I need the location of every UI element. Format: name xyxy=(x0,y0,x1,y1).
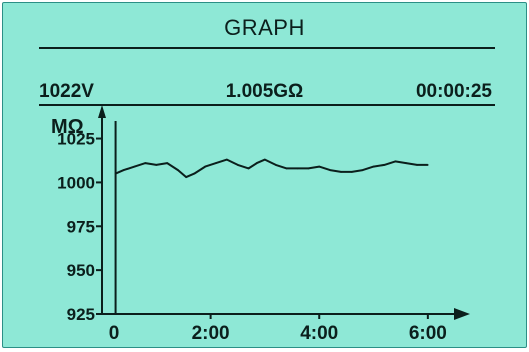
data-point xyxy=(361,169,364,171)
data-point xyxy=(340,171,342,173)
data-point xyxy=(383,164,386,166)
data-point xyxy=(155,164,158,166)
resistance-series-line xyxy=(115,158,428,179)
x-tick-label: 2:00 xyxy=(192,323,230,344)
title-divider xyxy=(39,47,495,49)
x-tick-label: 4:00 xyxy=(300,323,338,344)
status-divider xyxy=(39,104,495,106)
data-point xyxy=(329,169,331,171)
y-axis-label: MΩ xyxy=(51,116,84,138)
data-point xyxy=(177,169,179,171)
data-point xyxy=(122,169,125,171)
data-point xyxy=(372,165,375,168)
x-axis-arrow xyxy=(454,308,470,320)
y-tick-label: 950 xyxy=(67,261,95,280)
y-tick-label: 925 xyxy=(67,305,95,324)
resistance-readout: 1.005GΩ xyxy=(225,81,304,102)
data-point xyxy=(204,165,206,168)
data-point xyxy=(133,165,136,168)
data-point xyxy=(247,167,250,170)
data-point xyxy=(185,176,187,178)
data-point xyxy=(256,162,258,164)
data-point xyxy=(166,162,168,164)
elapsed-time-readout: 00:00:25 xyxy=(415,81,492,102)
data-point xyxy=(427,164,429,166)
x-tick-label: 6:00 xyxy=(409,323,447,344)
data-point xyxy=(237,164,239,166)
data-point xyxy=(226,158,228,161)
data-point xyxy=(215,162,217,164)
data-point xyxy=(264,158,266,161)
y-tick-label: 1000 xyxy=(57,173,95,192)
y-tick-label: 1025 xyxy=(57,130,95,149)
data-point xyxy=(275,164,277,166)
lcd-screen: GRAPH 1022V 1.005GΩ 00:00:25 MΩ 925 950 975… xyxy=(2,2,527,348)
data-point xyxy=(351,171,353,173)
x-tick-label: 0 xyxy=(109,323,120,344)
data-point xyxy=(285,167,288,170)
resistance-chart: MΩ 925 950 975 1000 1025 0 2:00 4:00 6:00 xyxy=(51,105,470,344)
data-point xyxy=(405,162,407,164)
y-axis-arrow xyxy=(98,105,106,118)
page-title: GRAPH xyxy=(224,15,305,40)
data-point xyxy=(318,165,321,168)
data-point xyxy=(416,164,418,166)
test-voltage-readout: 1022V xyxy=(39,81,94,102)
y-tick-label: 975 xyxy=(67,217,95,236)
data-point xyxy=(144,162,147,164)
data-point xyxy=(296,167,299,170)
data-point xyxy=(193,172,196,175)
data-point xyxy=(307,167,310,170)
data-point xyxy=(114,172,117,175)
data-point xyxy=(394,160,397,163)
